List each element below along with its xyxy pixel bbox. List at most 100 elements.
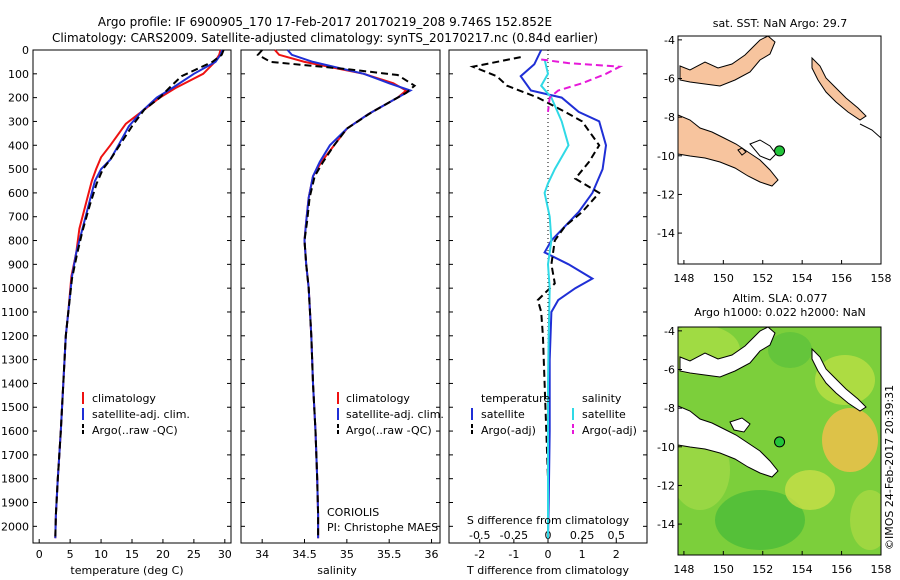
pressure-tick-label: 300 <box>8 115 29 128</box>
legend-label-satellite: satellite-adj. clim. <box>346 408 444 421</box>
argo-float-marker <box>774 436 786 448</box>
png-south-coast-land <box>678 405 779 478</box>
series-line-satellite-adj-clim <box>286 49 413 539</box>
difference-top-label: S difference from climatology <box>467 514 630 527</box>
pressure-tick-label: 1800 <box>1 473 29 486</box>
x-tick-label: 34 <box>255 548 269 561</box>
legend-label-argo: Argo(..raw -QC) <box>92 424 178 437</box>
x-tick-label: 15 <box>125 548 139 561</box>
sla-patch <box>715 490 805 550</box>
x-tick-label: 0 <box>36 548 43 561</box>
series-line-climatology <box>54 49 222 539</box>
salinity-panel-frame <box>240 49 441 544</box>
series-line-s-satellite <box>539 59 570 539</box>
x-tick-label: -2 <box>474 548 485 561</box>
temperature-xlabel: temperature (deg C) <box>70 564 183 577</box>
map-y-tick-label: -12 <box>657 188 675 201</box>
sla-patch <box>785 470 835 510</box>
sla-map-frame <box>677 326 882 556</box>
x-tick-label: 1 <box>579 548 586 561</box>
temperature-series <box>54 49 225 539</box>
map-y-tick-label: -12 <box>657 479 675 492</box>
difference-legend: temperature salinity satellite Argo(-adj… <box>471 392 637 437</box>
s-diff-tick-label: 0.25 <box>570 529 595 542</box>
map-x-tick-label: 152 <box>752 272 773 285</box>
sla-patch <box>768 332 812 368</box>
sla-patch <box>850 490 881 550</box>
pressure-tick-label: 800 <box>8 235 29 248</box>
series-line-argo-raw-qc <box>256 49 417 539</box>
map-y-tick-label: -6 <box>664 364 675 377</box>
pressure-tick-label: 200 <box>8 92 29 105</box>
series-line-climatology <box>274 49 408 539</box>
island-outline <box>737 147 747 156</box>
pressure-tick-label: 400 <box>8 139 29 152</box>
sla-map-title-2: Argo h1000: 0.022 h2000: NaN <box>694 306 866 319</box>
map-x-tick-label: 152 <box>752 563 773 576</box>
sla-map-title-1: Altim. SLA: 0.077 <box>732 292 827 305</box>
salinity-legend: climatology satellite-adj. clim. Argo(..… <box>327 392 444 534</box>
legend-label-t-satellite: satellite <box>481 408 525 421</box>
salinity-xlabel: salinity <box>317 564 357 577</box>
pressure-tick-label: 1300 <box>1 354 29 367</box>
pressure-tick-label: 1400 <box>1 377 29 390</box>
series-line-t-argo-adj <box>469 56 601 539</box>
map-x-tick-label: 148 <box>673 563 694 576</box>
salinity-axis: 34 34.5 35 35.5 36 <box>255 539 439 561</box>
map-y-tick-label: -10 <box>657 150 675 163</box>
s-diff-tick-label: 0.5 <box>608 529 626 542</box>
pressure-tick-label: 1700 <box>1 449 29 462</box>
x-tick-label: 5 <box>67 548 74 561</box>
x-tick-label: 2 <box>613 548 620 561</box>
imos-timestamp: ©IMOS 24-Feb-2017 20:39:31 <box>883 385 896 550</box>
map-y-tick-label: -14 <box>657 227 675 240</box>
map-x-tick-label: 156 <box>831 272 852 285</box>
map-x-tick-label: 150 <box>713 563 734 576</box>
x-tick-label: 36 <box>425 548 439 561</box>
sla-patch <box>815 355 875 405</box>
new-guinea-land <box>679 36 776 87</box>
legend-title-temperature: temperature <box>481 392 550 405</box>
x-tick-label: 30 <box>218 548 232 561</box>
sla-field <box>678 327 881 555</box>
pressure-tick-label: 1100 <box>1 306 29 319</box>
legend-label-t-argo: Argo(-adj) <box>481 424 536 437</box>
sst-map-axis: 148 150 152 154 156 158 -4 -6 -8 -10 -12 -14 <box>657 34 891 285</box>
pressure-tick-label: 600 <box>8 187 29 200</box>
sla-patch <box>822 408 878 472</box>
x-tick-label: 35 <box>340 548 354 561</box>
pressure-tick-label: 1500 <box>1 401 29 414</box>
map-y-tick-label: -14 <box>657 518 675 531</box>
sst-map-land <box>678 36 881 187</box>
legend-label-s-satellite: satellite <box>582 408 626 421</box>
map-x-tick-label: 156 <box>831 563 852 576</box>
bougainville-land <box>811 56 867 121</box>
new-guinea-land <box>679 327 776 378</box>
pressure-tick-label: 0 <box>22 44 29 57</box>
header-line-2: Climatology: CARS2009. Satellite-adjuste… <box>52 31 598 45</box>
float-source-label: CORIOLIS <box>327 506 379 519</box>
series-line-t-satellite <box>519 49 608 539</box>
map-y-tick-label: -4 <box>664 325 675 338</box>
s-diff-tick-label: -0.5 <box>469 529 490 542</box>
map-y-tick-label: -8 <box>664 111 675 124</box>
pressure-tick-label: 1200 <box>1 330 29 343</box>
map-x-tick-label: 158 <box>871 563 892 576</box>
float-pi-label: PI: Christophe MAES <box>327 521 438 534</box>
map-y-tick-label: -8 <box>664 402 675 415</box>
png-south-coast-land <box>678 114 779 187</box>
series-line-satellite-adj-clim <box>54 49 224 539</box>
map-x-tick-label: 158 <box>871 272 892 285</box>
salinity-series <box>256 49 417 539</box>
pressure-tick-label: 1900 <box>1 497 29 510</box>
legend-title-salinity: salinity <box>582 392 622 405</box>
map-y-tick-label: -4 <box>664 34 675 47</box>
x-tick-label: 0 <box>545 548 552 561</box>
legend-label-s-argo: Argo(-adj) <box>582 424 637 437</box>
bougainville-land <box>811 347 867 412</box>
map-x-tick-label: 150 <box>713 272 734 285</box>
temperature-axis: 0 5 10 15 20 25 30 <box>36 539 232 561</box>
x-tick-label: -1 <box>508 548 519 561</box>
pressure-tick-label: 1000 <box>1 282 29 295</box>
